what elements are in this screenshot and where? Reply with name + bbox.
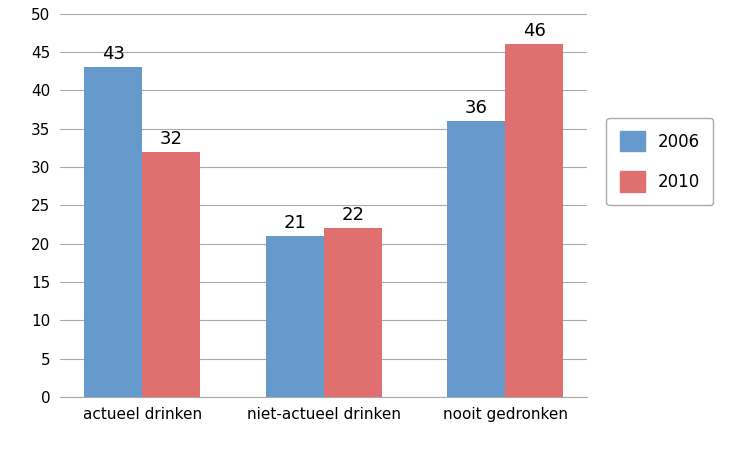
Legend: 2006, 2010: 2006, 2010 — [606, 118, 713, 205]
Text: 32: 32 — [160, 130, 183, 148]
Text: 36: 36 — [465, 99, 488, 117]
Text: 22: 22 — [341, 207, 364, 225]
Bar — [266, 236, 324, 397]
Bar — [324, 228, 382, 397]
Bar — [84, 67, 142, 397]
Bar — [142, 152, 200, 397]
Text: 21: 21 — [283, 214, 306, 232]
Text: 43: 43 — [102, 46, 125, 63]
Text: 46: 46 — [523, 23, 546, 41]
Bar — [505, 44, 563, 397]
Bar — [447, 121, 505, 397]
